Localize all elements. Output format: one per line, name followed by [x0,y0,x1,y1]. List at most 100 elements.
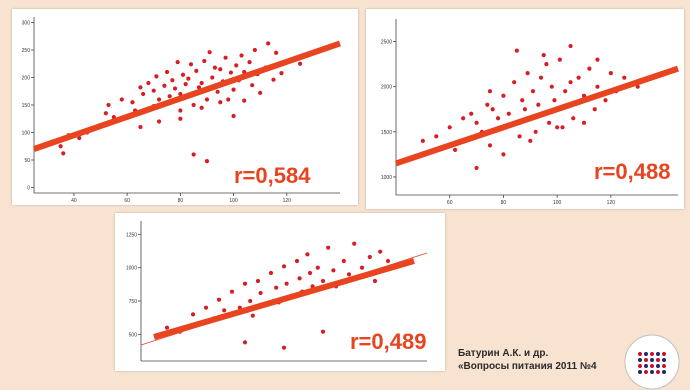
data-point [196,85,202,90]
logo-dot [662,358,666,362]
data-point [204,159,210,164]
data-point [199,80,204,86]
y-tick-label: 250 [22,48,31,54]
data-point [320,278,326,284]
data-point [252,47,257,53]
regression-line [153,258,415,340]
logo-dot [650,364,654,368]
data-point [544,62,549,67]
x-tick-label: 40 [71,198,77,204]
data-point [175,60,180,65]
data-point [474,120,479,125]
data-point [305,252,310,257]
data-point [485,102,490,107]
citation: Батурин А.К. и др. «Вопросы питания 2011… [458,347,597,373]
data-point [61,151,66,156]
data-point [538,75,544,80]
data-point [239,53,244,58]
data-point [164,69,170,75]
x-tick-label: 120 [607,200,616,206]
data-point [77,135,82,141]
data-point [242,340,248,345]
data-point [525,71,530,76]
data-point [281,345,287,350]
data-point [199,105,204,110]
x-tick-label: 80 [501,200,507,206]
data-point [378,249,383,254]
data-point [215,89,220,94]
x-tick-label: 60 [124,198,130,204]
citation-source: «Вопросы питания 2011 №4 [458,361,597,372]
data-point [528,138,533,143]
regression-line [33,40,341,152]
data-point [204,97,210,102]
data-point [178,108,183,113]
chart-panel-1: 0 50 100 150 200 250 300 40 60 80 100 120 r=0,584 [12,9,358,205]
data-point [560,125,565,130]
data-point [367,254,372,260]
data-point [231,87,236,92]
data-point [522,107,528,112]
data-point [490,107,495,112]
data-point [242,98,247,103]
data-point [608,71,613,76]
data-point [242,281,248,286]
correlation-label-3: r=0,489 [350,329,427,354]
data-point [495,116,501,121]
data-point [119,97,124,102]
data-point [268,270,274,276]
data-point [250,313,255,318]
logo-dot [650,358,654,362]
data-point [190,312,196,317]
data-point [274,285,279,290]
data-point [188,62,194,67]
data-point [138,85,143,90]
data-point [469,111,474,116]
data-point [546,120,552,125]
y-tick-label: 1500 [381,130,392,136]
data-point [603,98,608,103]
data-point [297,276,302,281]
data-point [512,80,517,85]
y-tick-label: 1000 [126,266,137,272]
logo-dot [650,370,654,374]
logo-dot [650,352,654,356]
data-point [359,265,365,270]
y-tick-label: 200 [22,76,31,82]
regression-line [395,65,679,167]
data-point [434,134,439,139]
y-tick-label: 500 [129,332,138,338]
data-point [210,75,215,80]
data-point [595,57,600,62]
data-point [191,102,196,108]
data-point [226,97,231,102]
data-point [461,116,466,121]
data-point [563,89,568,94]
data-point [568,80,573,85]
data-point [506,111,511,116]
data-point [557,57,562,62]
data-point [279,71,284,76]
data-point [58,144,63,149]
data-point [250,83,255,88]
logo-dot [656,364,660,368]
data-point [315,265,320,270]
logo-dot [656,352,660,356]
logo-dot [638,352,642,356]
data-point [281,264,287,269]
institute-logo-icon [624,334,680,390]
data-point [248,298,253,304]
data-point [552,98,557,103]
data-point [194,68,199,73]
data-point [536,102,541,107]
correlation-label-1: r=0,584 [234,163,311,188]
scatter-chart-3: 500 750 1000 1250 [126,221,428,362]
data-point [231,113,236,119]
x-tick-label: 60 [447,200,453,206]
data-point [203,305,209,310]
logo-dot [662,352,666,356]
data-point [140,91,146,97]
logo-dot [644,370,648,374]
data-point [452,147,458,152]
data-point [106,102,111,108]
